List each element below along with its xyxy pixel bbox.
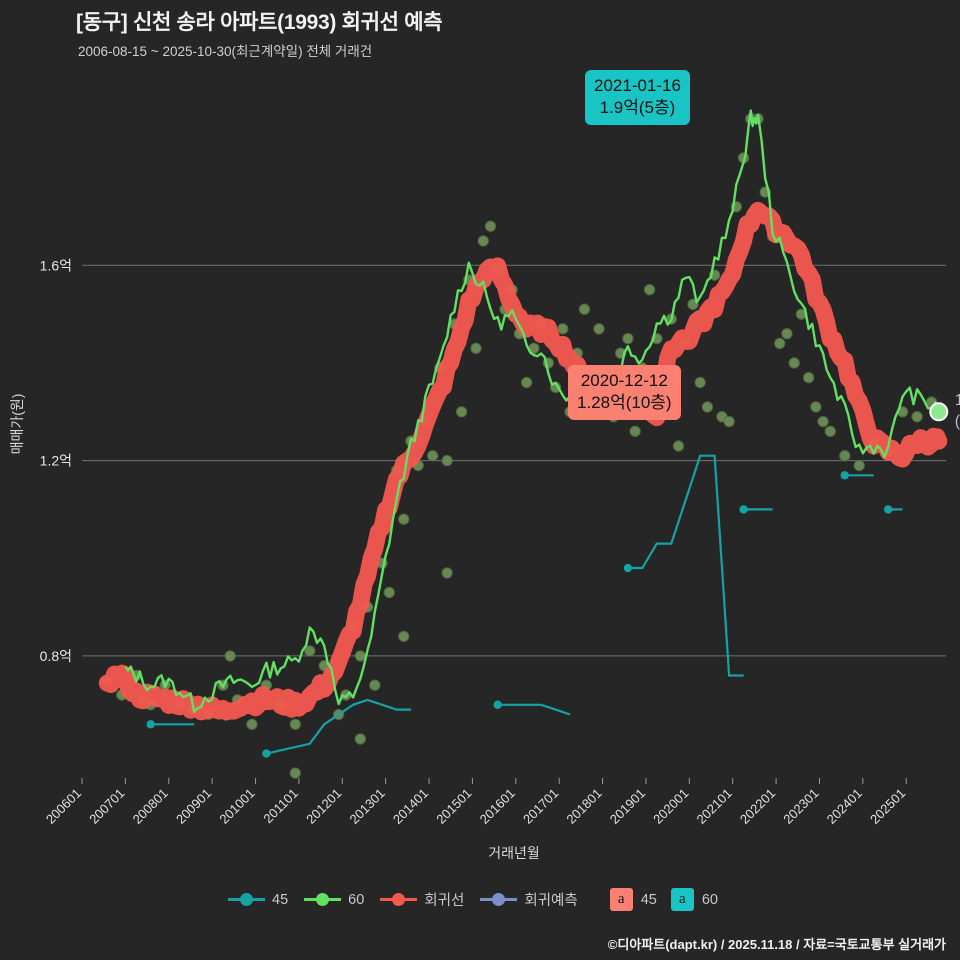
annotation-peak: 2021-01-16 1.9억(5층) [585,70,690,125]
svg-text:201101: 201101 [260,786,301,827]
svg-text:200601: 200601 [43,786,84,827]
page-subtitle: 2006-08-15 ~ 2025-10-30(최근계약일) 전체 거래건 [78,44,373,59]
footer-credit: ©디아파트(dapt.kr) / 2025.11.18 / 자료=국토교통부 실… [607,937,946,952]
legend-line-icon [304,898,318,901]
legend-label: 60 [348,891,365,908]
svg-text:1.2억: 1.2억 [40,453,72,469]
svg-text:202201: 202201 [737,786,778,827]
legend-item-회귀예측[interactable]: 회귀예측 [480,889,578,910]
legend-line-icon [380,898,394,901]
legend-line-icon [404,898,418,901]
svg-text:매매가(원): 매매가(원) [9,394,25,455]
legend-line-icon [480,898,494,901]
legend-item-45[interactable]: 45 [228,892,288,908]
svg-text:1.6억: 1.6억 [40,257,72,273]
legend-badge-label: 45 [640,891,657,908]
legend-dot-icon [316,893,330,906]
svg-text:202401: 202401 [824,786,865,827]
svg-text:200901: 200901 [173,786,214,827]
svg-text:201801: 201801 [563,786,604,827]
svg-text:201701: 201701 [520,786,561,827]
legend-dot-icon [492,893,506,906]
svg-text:201401: 201401 [390,786,431,827]
annotation-mid-value: 1.28억(10층) [577,392,672,412]
svg-text:201001: 201001 [216,786,257,827]
legend-line-icon [328,898,342,901]
svg-text:202301: 202301 [780,786,821,827]
legend-dot-icon [240,893,254,906]
svg-text:202001: 202001 [650,786,691,827]
legend-label: 회귀선 [424,893,465,909]
svg-text:201201: 201201 [303,786,344,827]
legend-dot-icon [392,893,406,906]
legend-line-icon [252,898,266,901]
legend-item-60[interactable]: 60 [304,892,364,908]
legend-line-icon [228,898,242,901]
annotation-peak-value: 1.9억(5층) [599,97,676,117]
annotation-mid: 2020-12-12 1.28억(10층) [568,365,681,420]
legend-label: 회귀예측 [524,893,578,909]
annotation-mid-date: 2020-12-12 [580,371,668,390]
legend-badge-45[interactable]: a [609,888,633,911]
legend-badge-60[interactable]: a [670,888,694,911]
svg-text:201301: 201301 [346,786,387,827]
legend-line-icon [504,898,518,901]
end-point-label: 13,000 (~60㎡) [955,390,960,433]
end-point-area: (~60㎡) [954,413,960,431]
page-title: [동구] 신천 송라 아파트(1993) 회귀선 예측 [76,11,443,34]
svg-text:202101: 202101 [694,786,735,827]
svg-text:거래년월: 거래년월 [488,845,540,861]
chart-legend: 45 60 회귀선 회귀예측 a 45 a 60 [0,888,960,911]
svg-text:201901: 201901 [607,786,648,827]
svg-text:200701: 200701 [86,786,127,827]
svg-text:201501: 201501 [433,786,474,827]
svg-text:201601: 201601 [477,786,518,827]
svg-text:0.8억: 0.8억 [40,648,72,664]
annotation-peak-date: 2021-01-16 [594,76,681,95]
legend-label: 45 [272,891,289,908]
svg-text:200801: 200801 [130,786,171,827]
end-point-value: 13,000 [954,391,960,409]
legend-badge-label: 60 [701,891,718,908]
svg-text:202501: 202501 [867,786,908,827]
legend-item-회귀선[interactable]: 회귀선 [380,889,464,910]
